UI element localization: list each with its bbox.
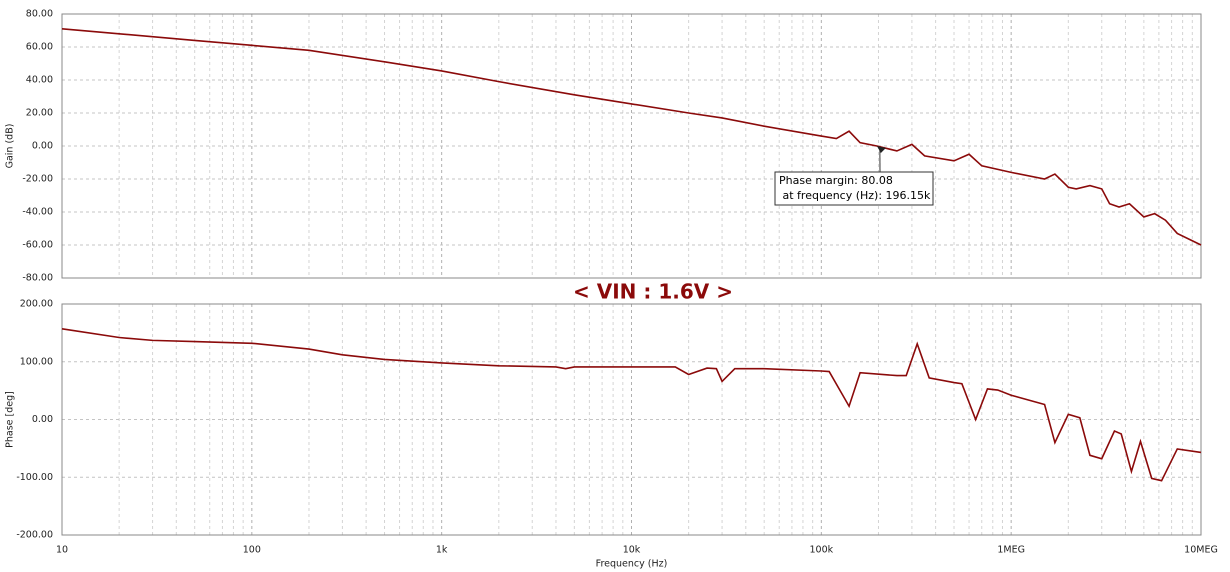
x-tick-label: 1MEG xyxy=(997,545,1025,556)
y-tick-label: 60.00 xyxy=(26,42,53,53)
arrow-head xyxy=(876,146,886,153)
x-tick-label: 10k xyxy=(623,545,641,556)
plot-frame xyxy=(61,303,1202,536)
x-tick-label: 1k xyxy=(436,545,448,556)
y-tick-label: 20.00 xyxy=(26,108,53,119)
data-line xyxy=(61,328,1202,482)
annotation-text: at frequency (Hz): 196.15k xyxy=(779,189,931,202)
y-tick-label: -20.00 xyxy=(22,174,53,185)
data-line xyxy=(61,28,1202,246)
x-tick-label: 100k xyxy=(810,545,834,556)
y-tick-label: -40.00 xyxy=(22,207,53,218)
y-tick-label: 0.00 xyxy=(32,414,53,425)
y-tick-label: 100.00 xyxy=(20,356,53,367)
x-tick-label: 10 xyxy=(56,545,68,556)
y-axis-label: Phase [deg] xyxy=(5,391,16,448)
y-tick-label: 200.00 xyxy=(20,299,53,310)
y-tick-label: 0.00 xyxy=(32,141,53,152)
annotation-text: Phase margin: 80.08 xyxy=(779,174,893,187)
y-axis-label: Gain (dB) xyxy=(5,124,16,169)
annotation-box xyxy=(774,171,934,206)
x-tick-label: 10MEG xyxy=(1184,545,1218,556)
y-tick-label: -80.00 xyxy=(22,273,53,284)
x-tick-label: 100 xyxy=(243,545,261,556)
y-tick-label: -100.00 xyxy=(16,472,53,483)
y-tick-label: -200.00 xyxy=(16,530,53,541)
plot-frame xyxy=(61,13,1202,279)
y-tick-label: 40.00 xyxy=(26,75,53,86)
y-tick-label: -60.00 xyxy=(22,240,53,251)
y-tick-label: 80.00 xyxy=(26,9,53,20)
x-axis-label: Frequency (Hz) xyxy=(596,559,668,570)
chart-title: < VIN : 1.6V > xyxy=(573,280,733,304)
